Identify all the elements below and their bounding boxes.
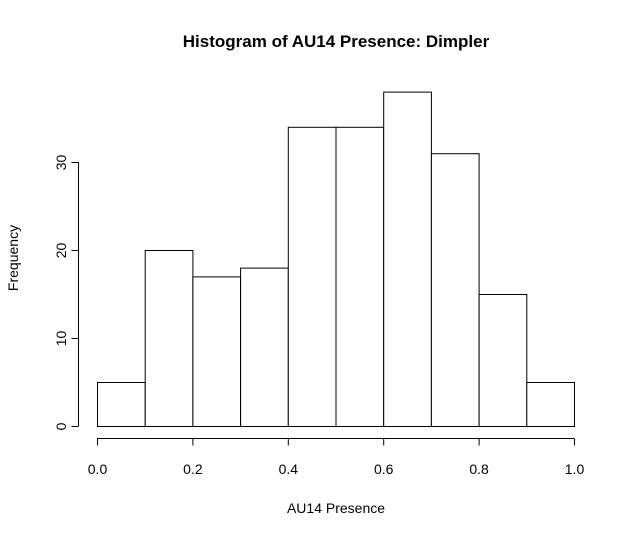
x-tick-label: 0.2 — [183, 461, 203, 477]
histogram-bar — [430, 153, 480, 427]
histogram-bar — [526, 382, 575, 427]
x-tick-label: 0.0 — [88, 461, 108, 477]
histogram-bar — [383, 91, 432, 427]
chart-title: Histogram of AU14 Presence: Dimpler — [183, 32, 490, 51]
histogram-bar — [478, 294, 528, 427]
bars-group — [97, 91, 575, 428]
y-axis-label: Frequency — [5, 225, 21, 291]
y-tick-label: 20 — [53, 243, 69, 259]
y-tick-label: 30 — [53, 155, 69, 171]
x-axis: 0.0 0.2 0.4 0.6 0.8 1.0 — [88, 438, 585, 477]
x-tick-label: 0.8 — [469, 461, 489, 477]
histogram-bar — [335, 126, 385, 428]
histogram-bar — [97, 382, 146, 427]
histogram-bar — [192, 276, 242, 427]
y-tick-label: 0 — [53, 422, 69, 430]
y-axis: 0 10 20 30 — [53, 155, 79, 430]
histogram-bar — [144, 250, 194, 427]
x-tick-label: 0.6 — [374, 461, 394, 477]
x-tick-label: 0.4 — [279, 461, 299, 477]
x-axis-label: AU14 Presence — [287, 500, 385, 516]
histogram-bar — [287, 126, 337, 428]
histogram-bar — [240, 267, 289, 427]
y-tick-label: 10 — [53, 331, 69, 347]
x-tick-label: 1.0 — [565, 461, 585, 477]
